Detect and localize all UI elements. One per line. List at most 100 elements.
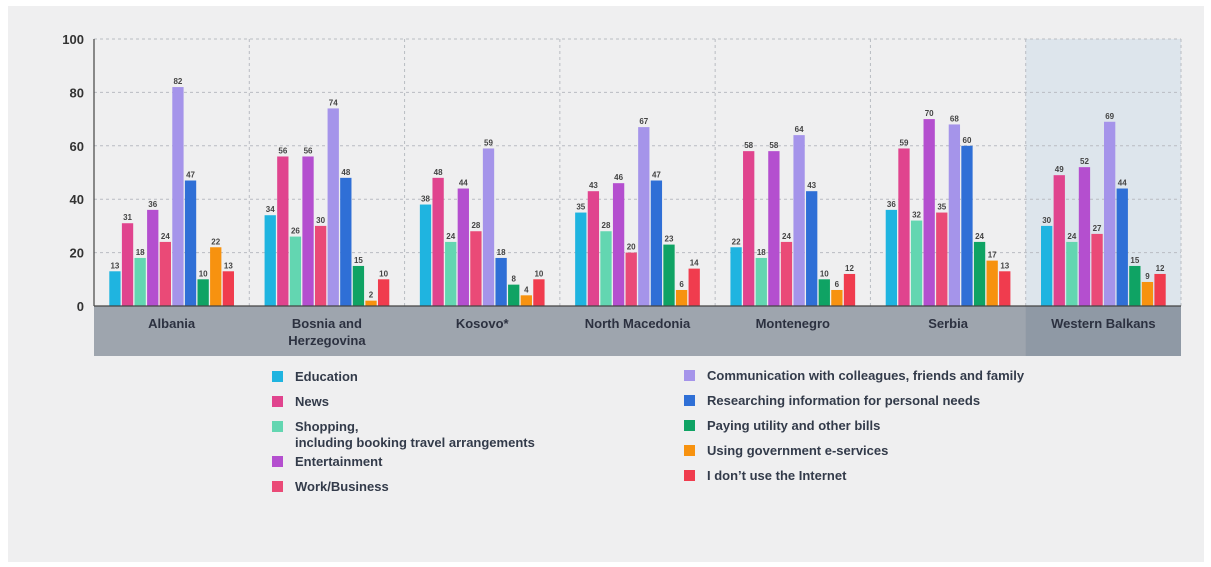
bar-value-label: 24: [782, 232, 791, 241]
category-label: North Macedonia: [585, 316, 691, 331]
category-label-line: North Macedonia: [585, 316, 691, 331]
category-label: Western Balkans: [1051, 316, 1156, 331]
category-label: Kosovo*: [456, 316, 510, 331]
bar: [520, 295, 532, 306]
bar: [1154, 273, 1166, 306]
legend-label: Shopping, including booking travel arrang…: [295, 419, 535, 451]
legend-swatch: [684, 470, 695, 481]
y-tick-label: 40: [70, 192, 84, 207]
bar: [910, 220, 923, 306]
bar-value-label: 24: [161, 232, 170, 241]
bar: [843, 273, 856, 306]
bar: [885, 209, 898, 306]
bar-value-label: 2: [369, 291, 374, 300]
bar: [587, 191, 600, 306]
bar: [495, 257, 507, 306]
bar: [470, 231, 482, 306]
bar-value-label: 23: [665, 235, 674, 244]
bar: [936, 212, 948, 306]
bar: [638, 127, 650, 306]
legend-label: Paying utility and other bills: [707, 418, 881, 433]
bar: [688, 268, 700, 306]
bar-value-label: 64: [795, 125, 804, 134]
bar: [289, 236, 302, 306]
legend-item: News: [272, 394, 329, 410]
bar-value-label: 20: [627, 243, 636, 252]
legend-item: Entertainment: [272, 454, 382, 470]
legend-swatch: [684, 395, 695, 406]
bar: [1141, 281, 1154, 306]
bar: [793, 135, 805, 306]
bar-value-label: 24: [446, 232, 455, 241]
bar-value-label: 10: [820, 269, 829, 278]
bar-value-label: 26: [291, 227, 300, 236]
bar-value-label: 22: [732, 237, 741, 246]
bar: [457, 188, 469, 306]
bar: [533, 279, 545, 306]
bar-value-label: 59: [484, 138, 493, 147]
bar-value-label: 82: [173, 77, 182, 86]
bar-value-label: 60: [963, 136, 972, 145]
bar: [327, 108, 339, 306]
bar: [948, 124, 961, 306]
legend-label: Work/Business: [295, 479, 389, 494]
bar-value-label: 58: [744, 141, 753, 150]
bar-value-label: 56: [304, 146, 313, 155]
bar: [419, 204, 432, 306]
bar: [898, 148, 910, 306]
legend-label: Entertainment: [295, 454, 383, 469]
legend-item: Communication with colleagues, friends a…: [684, 368, 1024, 384]
bar: [1066, 241, 1078, 306]
bar-value-label: 70: [925, 109, 934, 118]
bar: [277, 156, 289, 306]
bar: [961, 145, 973, 306]
bar: [612, 183, 625, 306]
bar-value-label: 44: [459, 179, 468, 188]
bar-value-label: 24: [975, 232, 984, 241]
chart-panel: 0 20 40 60 80 100 13 31 18 36 24 82 47 10 22 13 34 56 26 56…: [8, 6, 1204, 562]
bar: [1129, 265, 1141, 306]
bar: [999, 271, 1011, 306]
bar-value-label: 6: [679, 280, 684, 289]
bar-value-label: 48: [434, 168, 443, 177]
bar-value-label: 38: [421, 195, 430, 204]
bar-value-label: 9: [1145, 272, 1150, 281]
bar-value-label: 35: [937, 203, 946, 212]
bar: [1116, 188, 1128, 306]
bar-value-label: 22: [211, 237, 220, 246]
bar: [147, 209, 159, 306]
bar: [352, 265, 365, 306]
bar: [818, 279, 830, 306]
bar-value-label: 68: [950, 114, 959, 123]
category-label: Serbia: [928, 316, 969, 331]
legend-item: Using government e-services: [684, 443, 888, 459]
bar-value-label: 15: [354, 256, 363, 265]
bar: [575, 212, 587, 306]
bar-value-label: 6: [835, 280, 840, 289]
bar-value-label: 47: [652, 171, 661, 180]
bar: [159, 241, 171, 306]
legend-item: Researching information for personal nee…: [684, 393, 980, 409]
bar: [445, 241, 457, 306]
bar-value-label: 32: [912, 211, 921, 220]
bar-value-label: 44: [1118, 179, 1127, 188]
bar: [600, 231, 612, 306]
bar-value-label: 46: [614, 173, 623, 182]
bar-value-label: 13: [1000, 261, 1009, 270]
bar-value-label: 43: [589, 181, 598, 190]
y-tick-label: 0: [77, 299, 84, 314]
bar: [210, 247, 222, 306]
bar: [121, 223, 134, 306]
bar-value-label: 69: [1105, 112, 1114, 121]
bar: [264, 215, 276, 306]
category-label-line: Albania: [148, 316, 196, 331]
bar-value-label: 14: [690, 259, 699, 268]
bar: [831, 289, 843, 306]
bar-value-label: 36: [887, 200, 896, 209]
legend-label: Researching information for personal nee…: [707, 393, 981, 408]
bar-value-label: 13: [110, 261, 119, 270]
legend-item: Shopping, including booking travel arrang…: [272, 419, 535, 451]
bar: [768, 151, 780, 306]
bar-value-label: 35: [576, 203, 585, 212]
legend-label: News: [295, 394, 329, 409]
